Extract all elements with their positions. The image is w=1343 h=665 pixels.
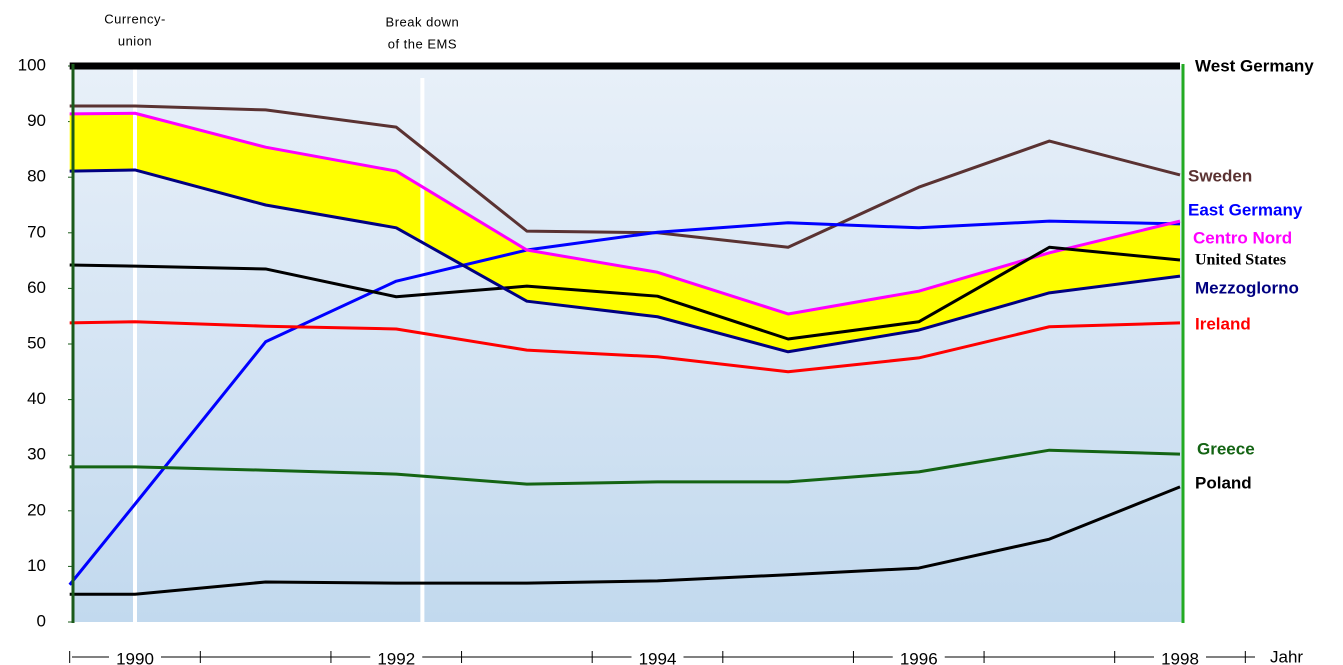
legend-label: Poland [1195, 473, 1252, 492]
y-tick-label: 60 [27, 278, 46, 297]
annotation: Currency- [104, 11, 166, 26]
y-tick-label: 90 [27, 111, 46, 130]
x-axis-label: Jahr [1270, 647, 1303, 665]
legend-label: East Germany [1188, 200, 1303, 219]
legend-label: Greece [1197, 439, 1255, 458]
series-line [69, 485, 1181, 596]
series-line [69, 245, 1181, 341]
series-line [69, 320, 1181, 374]
x-label-gap [1262, 649, 1343, 665]
legend-label: United States [1195, 252, 1286, 269]
series-line [69, 168, 1181, 354]
series-line [69, 111, 1181, 316]
x-tick-gap [892, 649, 945, 665]
series-line [69, 104, 1181, 249]
y-tick-label: 20 [27, 500, 46, 519]
x-tick-gap [1154, 649, 1206, 665]
legend-label: Centro Nord [1193, 228, 1292, 247]
legend-label: West Germany [1195, 56, 1314, 75]
series-line [69, 448, 1181, 486]
chart-layer: 0 10 20 30 40 50 60 70 80 90 100 1990 1992 1994 1996 19… [18, 11, 1343, 665]
x-tick-gap [109, 649, 161, 665]
x-tick-label: 1992 [377, 649, 415, 665]
annotation: union [118, 33, 152, 48]
y-tick-label: 40 [27, 389, 46, 408]
band-fill [69, 113, 1180, 352]
annotation: of the EMS [388, 36, 457, 51]
y-tick-label: 10 [27, 556, 46, 575]
x-tick-label: 1996 [900, 649, 938, 665]
x-tick-label: 1994 [639, 649, 677, 665]
x-tick-label: 1998 [1161, 649, 1199, 665]
series-line [68, 219, 1181, 586]
x-tick-gap [631, 649, 684, 665]
legend-label: Ireland [1195, 314, 1251, 333]
x-tick-label: 1990 [116, 649, 154, 665]
annotation: Break down [386, 14, 460, 29]
x-tick-gap [370, 649, 423, 665]
y-tick-label: 30 [27, 445, 46, 464]
y-tick-label: 50 [27, 333, 46, 352]
y-tick-label: 100 [18, 55, 46, 74]
y-tick-label: 0 [37, 611, 46, 630]
legend-label: Mezzoglorno [1195, 278, 1299, 297]
y-tick-label: 70 [27, 222, 46, 241]
y-tick-label: 80 [27, 167, 46, 186]
legend-label: Sweden [1188, 166, 1252, 185]
